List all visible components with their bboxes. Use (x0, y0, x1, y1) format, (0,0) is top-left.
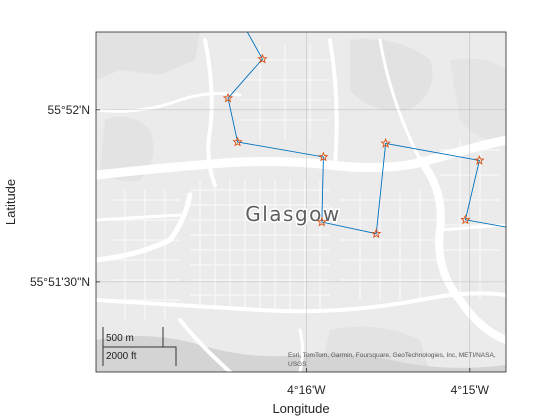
route-marker (371, 228, 382, 239)
route-marker (222, 92, 234, 103)
axis-ticks: 4°16'W4°15'W4°14'W55°52'30"N55°52'N55°51… (30, 103, 490, 397)
route-marker (318, 151, 329, 162)
y-tick-label: 55°51'30"N (30, 275, 90, 289)
basemap (96, 32, 506, 372)
map-attribution-line1: Esri, TomTom, Garmin, Foursquare, GeoTec… (288, 352, 496, 359)
y-axis-label: Latitude (3, 179, 18, 225)
route-marker (380, 137, 391, 148)
route-line (227, 32, 506, 235)
y-tick-label: 55°52'N (48, 103, 90, 117)
scale-bar: 500 m 2000 ft (102, 327, 177, 366)
route-marker (257, 53, 268, 64)
scale-imperial-label: 2000 ft (106, 351, 137, 362)
route-layer (222, 10, 527, 239)
scale-metric-label: 500 m (106, 333, 134, 344)
route-marker (234, 10, 242, 18)
map-attribution-line2: USGS (288, 361, 307, 368)
route-marker (519, 226, 527, 234)
x-tick-label: 4°16'W (287, 383, 326, 397)
axes-frame (95, 31, 507, 373)
route-marker (474, 154, 485, 165)
route-marker (232, 136, 243, 147)
route-marker (460, 214, 471, 225)
x-axis-label: Longitude (272, 401, 329, 416)
x-tick-label: 4°15'W (451, 383, 490, 397)
place-label: Glasgow (245, 202, 341, 226)
route-marker (316, 216, 328, 227)
